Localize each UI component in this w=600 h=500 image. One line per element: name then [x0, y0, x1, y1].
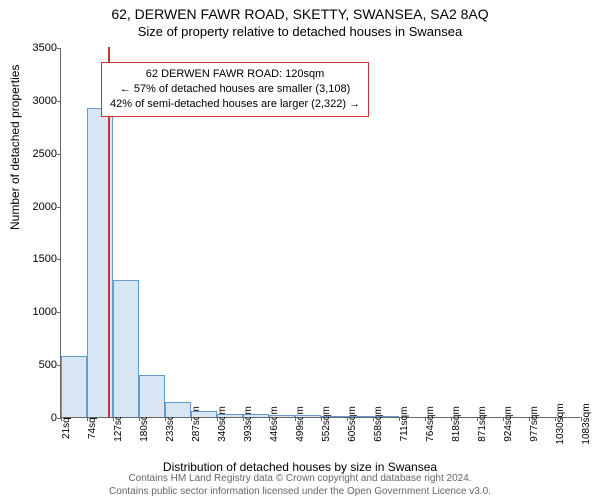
x-tick-label: 977sqm [529, 406, 540, 442]
x-tick-label: 924sqm [503, 406, 514, 442]
x-tick-label: 605sqm [347, 406, 358, 442]
x-tick-label: 1030sqm [555, 403, 566, 444]
y-tick-label: 3000 [17, 95, 57, 107]
x-tick-label: 340sqm [217, 406, 228, 442]
chart-area: 050010001500200025003000350021sqm74sqm12… [60, 48, 580, 418]
x-tick-label: 658sqm [373, 406, 384, 442]
x-tick-label: 871sqm [477, 406, 488, 442]
sub-title: Size of property relative to detached ho… [0, 24, 600, 39]
y-tick-mark [57, 154, 61, 155]
histogram-bar [321, 416, 347, 417]
x-tick-label: 711sqm [399, 407, 410, 442]
histogram-bar [165, 402, 191, 417]
y-tick-label: 2500 [17, 148, 57, 160]
x-tick-label: 446sqm [269, 406, 280, 442]
main-title: 62, DERWEN FAWR ROAD, SKETTY, SWANSEA, S… [0, 6, 600, 22]
y-tick-mark [57, 48, 61, 49]
y-tick-label: 1500 [17, 253, 57, 265]
plot-area: 050010001500200025003000350021sqm74sqm12… [60, 48, 580, 418]
x-tick-label: 552sqm [321, 406, 332, 442]
info-box-line: 42% of semi-detached houses are larger (… [110, 97, 360, 112]
histogram-bar [347, 416, 373, 417]
histogram-bar [243, 414, 269, 417]
histogram-bar [217, 414, 243, 417]
y-tick-label: 2000 [17, 201, 57, 213]
footer-attribution: Contains HM Land Registry data © Crown c… [0, 473, 600, 498]
x-tick-label: 818sqm [451, 406, 462, 442]
histogram-bar [139, 375, 165, 417]
x-axis-label: Distribution of detached houses by size … [0, 460, 600, 474]
y-tick-mark [57, 101, 61, 102]
y-tick-label: 1000 [17, 306, 57, 318]
title-area: 62, DERWEN FAWR ROAD, SKETTY, SWANSEA, S… [0, 0, 600, 39]
histogram-bar [295, 415, 321, 417]
footer-line-2: Contains public sector information licen… [0, 486, 600, 499]
y-tick-mark [57, 259, 61, 260]
property-info-box: 62 DERWEN FAWR ROAD: 120sqm← 57% of deta… [101, 62, 369, 117]
info-box-line: 62 DERWEN FAWR ROAD: 120sqm [110, 67, 360, 82]
y-tick-label: 3500 [17, 42, 57, 54]
histogram-bar [269, 415, 295, 417]
histogram-bar [113, 280, 139, 417]
x-tick-label: 764sqm [425, 406, 436, 442]
histogram-bar [373, 416, 399, 417]
x-tick-label: 1083sqm [581, 403, 592, 444]
x-tick-label: 393sqm [243, 406, 254, 442]
histogram-bar [61, 356, 87, 417]
histogram-bar [191, 411, 217, 417]
x-tick-label: 499sqm [295, 406, 306, 442]
footer-line-1: Contains HM Land Registry data © Crown c… [0, 473, 600, 486]
y-tick-mark [57, 207, 61, 208]
y-tick-mark [57, 312, 61, 313]
y-tick-label: 500 [17, 359, 57, 371]
y-tick-label: 0 [17, 412, 57, 424]
info-box-line: ← 57% of detached houses are smaller (3,… [110, 82, 360, 97]
